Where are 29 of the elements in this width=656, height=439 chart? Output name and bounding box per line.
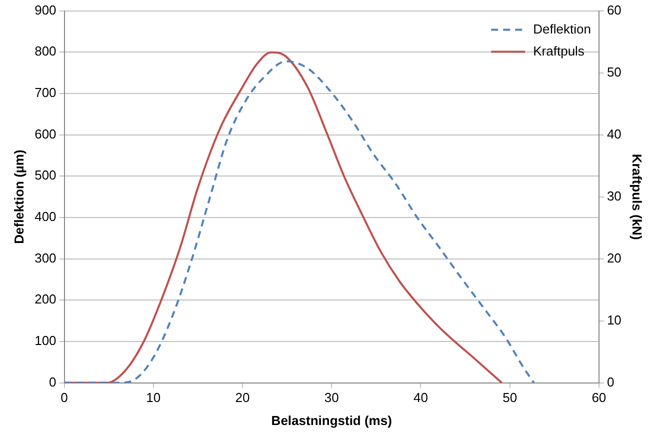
y-tick-label: 0 — [49, 374, 56, 390]
legend-label: Deflektion — [533, 21, 591, 36]
y-tick-label: 400 — [34, 209, 56, 224]
x-tick-label: 20 — [235, 390, 250, 406]
y2-tick-label: 20 — [606, 250, 622, 266]
x-tick-label: 30 — [324, 390, 339, 406]
y-tick-label: 200 — [34, 292, 56, 307]
x-tick-label: 40 — [413, 390, 428, 406]
y-tick-label: 600 — [34, 126, 56, 142]
y2-tick-label: 40 — [606, 126, 622, 142]
y-tick-label: 800 — [34, 44, 56, 59]
y2-axis-title: Kraftpuls (kN) — [630, 154, 645, 240]
x-tick-label: 60 — [592, 390, 606, 406]
x-axis-title: Belastningstid (ms) — [271, 412, 392, 428]
y-tick-label: 500 — [34, 168, 56, 183]
y-tick-label: 100 — [34, 333, 56, 348]
y2-tick-label: 60 — [606, 2, 622, 18]
y-tick-label: 700 — [34, 85, 56, 100]
y2-tick-label: 10 — [606, 312, 622, 328]
y-tick-label: 900 — [34, 2, 56, 18]
y2-tick-label: 0 — [606, 374, 614, 390]
x-tick-label: 50 — [502, 390, 518, 406]
y2-tick-label: 50 — [606, 64, 622, 80]
legend-label: Kraftpuls — [533, 43, 585, 58]
x-tick-label: 0 — [60, 390, 68, 406]
y-tick-label: 300 — [34, 250, 56, 266]
y2-tick-label: 30 — [606, 188, 622, 204]
y-axis-title: Deflektion (µm) — [11, 150, 26, 244]
x-tick-label: 10 — [146, 390, 161, 406]
